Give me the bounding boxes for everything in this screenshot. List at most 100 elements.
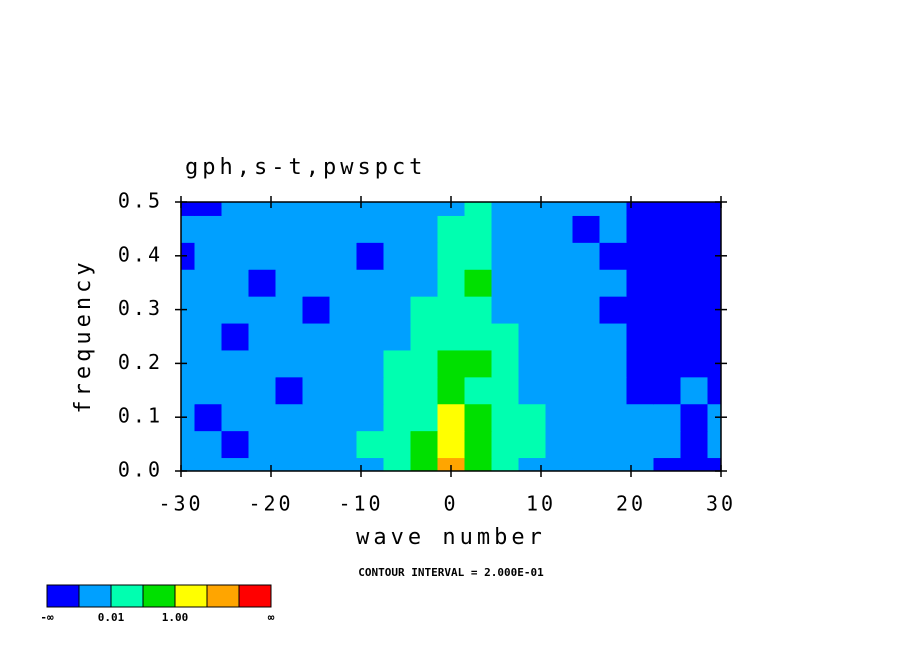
contour-cell xyxy=(437,296,465,324)
contour-cell xyxy=(410,202,438,216)
contour-cell xyxy=(707,323,721,351)
contour-cell xyxy=(626,403,654,432)
contour-cell xyxy=(518,242,546,270)
contour-cell xyxy=(680,269,708,297)
contour-cell xyxy=(680,323,708,351)
contour-cell xyxy=(329,202,357,216)
contour-cell xyxy=(653,202,681,216)
contour-cell xyxy=(680,457,708,471)
contour-cell xyxy=(572,296,600,324)
contour-cell xyxy=(626,242,654,270)
contour-cell xyxy=(599,296,627,324)
contour-cell xyxy=(383,202,411,216)
contour-cell xyxy=(248,376,276,405)
contour-cell xyxy=(437,430,465,459)
contour-cell xyxy=(248,296,276,324)
contour-cell xyxy=(410,403,438,432)
contour-cell xyxy=(491,215,519,243)
contour-cell xyxy=(356,202,384,216)
contour-cell xyxy=(626,376,654,405)
contour-cell xyxy=(437,202,465,216)
contour-cell xyxy=(221,215,249,243)
colorbar-label: -∞ xyxy=(40,611,54,624)
y-tick-label: 0.4 xyxy=(118,242,163,266)
contour-cell xyxy=(194,457,222,471)
contour-cell xyxy=(545,323,573,351)
contour-cell xyxy=(518,403,546,432)
y-tick-label: 0.1 xyxy=(118,404,163,428)
contour-cell xyxy=(329,323,357,351)
contour-cell xyxy=(464,215,492,243)
contour-cell xyxy=(572,323,600,351)
contour-cell xyxy=(329,269,357,297)
contour-cell xyxy=(275,376,303,405)
contour-cell xyxy=(707,403,721,432)
contour-cell xyxy=(491,323,519,351)
contour-cell xyxy=(221,430,249,459)
contour-cell xyxy=(599,242,627,270)
contour-cell xyxy=(680,202,708,216)
contour-cell xyxy=(383,430,411,459)
x-tick-label: 30 xyxy=(706,492,736,516)
y-tick-label: 0.3 xyxy=(118,296,163,320)
x-tick-label: -30 xyxy=(158,492,203,516)
contour-cell xyxy=(356,403,384,432)
contour-cell xyxy=(356,296,384,324)
contour-cell xyxy=(181,296,195,324)
contour-cell xyxy=(680,296,708,324)
contour-cell xyxy=(302,202,330,216)
contour-cell xyxy=(653,242,681,270)
colorbar-box xyxy=(46,584,80,608)
contour-cell xyxy=(680,215,708,243)
contour-cell xyxy=(194,403,222,432)
contour-cell xyxy=(680,242,708,270)
contour-cell xyxy=(437,269,465,297)
contour-cell xyxy=(653,457,681,471)
contour-cell xyxy=(356,430,384,459)
contour-cell xyxy=(329,242,357,270)
contour-cell xyxy=(518,269,546,297)
contour-cell xyxy=(248,457,276,471)
contour-cell xyxy=(221,242,249,270)
y-tick-label: 0.2 xyxy=(118,350,163,374)
contour-cell xyxy=(491,202,519,216)
x-tick-label: 20 xyxy=(616,492,646,516)
contour-cell xyxy=(518,215,546,243)
contour-cell xyxy=(181,269,195,297)
contour-cell xyxy=(491,269,519,297)
contour-cell xyxy=(410,323,438,351)
contour-cell xyxy=(383,376,411,405)
contour-cell xyxy=(626,202,654,216)
contour-cell xyxy=(707,269,721,297)
contour-cell xyxy=(248,242,276,270)
contour-cell xyxy=(653,296,681,324)
chart-title: gph,s-t,pwspct xyxy=(185,155,426,180)
colorbar-box xyxy=(206,584,240,608)
contour-cell xyxy=(626,296,654,324)
contour-cell xyxy=(707,457,721,471)
contour-cell xyxy=(329,349,357,378)
contour-cell xyxy=(356,269,384,297)
contour-cell xyxy=(626,215,654,243)
contour-cell xyxy=(572,457,600,471)
contour-cell xyxy=(545,202,573,216)
x-tick-label: -10 xyxy=(338,492,383,516)
contour-cell xyxy=(680,376,708,405)
contour-cell xyxy=(248,215,276,243)
colorbar-label: ∞ xyxy=(268,611,275,624)
contour-cell xyxy=(545,349,573,378)
contour-cell xyxy=(194,202,222,216)
colorbar-label: 1.00 xyxy=(162,611,189,624)
colorbar-box xyxy=(142,584,176,608)
contour-cell xyxy=(653,269,681,297)
contour-cell xyxy=(194,430,222,459)
contour-cell xyxy=(653,349,681,378)
contour-cell xyxy=(437,323,465,351)
contour-cell xyxy=(302,323,330,351)
contour-cell xyxy=(302,215,330,243)
contour-cell xyxy=(464,296,492,324)
contour-cell xyxy=(248,202,276,216)
contour-cell xyxy=(599,430,627,459)
contour-cell xyxy=(518,376,546,405)
